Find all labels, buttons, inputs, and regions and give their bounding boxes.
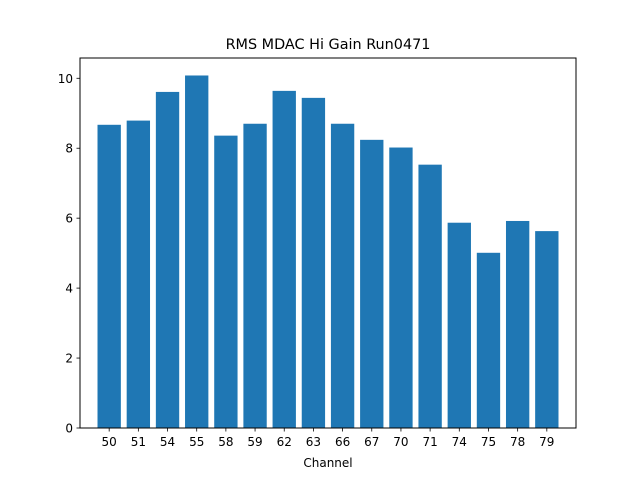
- y-tick-label: 10: [58, 72, 73, 86]
- y-tick-label: 8: [65, 142, 73, 156]
- bar-54: [155, 91, 180, 429]
- bar-70: [389, 147, 413, 428]
- bar-74: [447, 222, 471, 428]
- y-ticks-group: 0 2 4 6 8 10: [58, 72, 80, 436]
- bar-67: [360, 139, 384, 428]
- x-ticks-group: 50 51 54 55 58 59 62 63 66 67 70 71 74 75 78 79: [102, 428, 554, 449]
- y-tick-label: 0: [65, 422, 73, 436]
- x-tick-label: 66: [335, 435, 350, 449]
- bar-66: [330, 123, 355, 428]
- x-tick-label: 63: [306, 435, 321, 449]
- bar-71: [418, 164, 442, 428]
- x-tick-label: 71: [422, 435, 437, 449]
- bar-50: [97, 124, 121, 428]
- chart-title: RMS MDAC Hi Gain Run0471: [226, 37, 431, 53]
- x-tick-label: 54: [160, 435, 175, 449]
- bar-62: [272, 90, 296, 428]
- y-tick-label: 4: [65, 282, 73, 296]
- bars-group: [97, 75, 559, 429]
- bar-51: [126, 120, 151, 428]
- x-tick-label: 67: [364, 435, 379, 449]
- x-tick-label: 78: [510, 435, 525, 449]
- bar-79: [535, 231, 559, 428]
- plot-frame: [79, 57, 577, 429]
- x-tick-label: 58: [218, 435, 233, 449]
- bar-59: [243, 123, 267, 428]
- x-tick-label: 79: [539, 435, 554, 449]
- x-tick-label: 74: [452, 435, 467, 449]
- x-tick-label: 59: [247, 435, 262, 449]
- bar-78: [505, 220, 530, 428]
- x-axis-label: Channel: [303, 456, 352, 470]
- x-tick-label: 55: [189, 435, 204, 449]
- bar-58: [214, 135, 238, 428]
- x-tick-label: 51: [131, 435, 146, 449]
- y-tick-label: 2: [65, 352, 73, 366]
- y-tick-label: 6: [65, 212, 73, 226]
- x-tick-label: 62: [277, 435, 292, 449]
- x-tick-label: 75: [481, 435, 496, 449]
- x-tick-label: 50: [102, 435, 117, 449]
- bar-75: [476, 252, 501, 428]
- bar-55: [185, 75, 209, 428]
- bar-63: [301, 97, 326, 428]
- x-tick-label: 70: [393, 435, 408, 449]
